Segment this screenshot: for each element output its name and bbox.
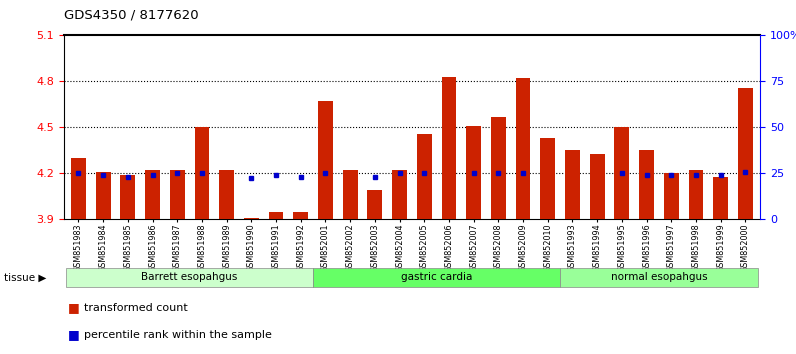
Bar <box>442 77 456 219</box>
Text: percentile rank within the sample: percentile rank within the sample <box>84 330 271 339</box>
Bar <box>313 268 560 287</box>
Bar <box>120 175 135 219</box>
Text: gastric cardia: gastric cardia <box>401 273 472 282</box>
Text: normal esopahgus: normal esopahgus <box>611 273 707 282</box>
Bar <box>170 170 185 219</box>
Bar <box>689 170 704 219</box>
Bar <box>71 158 86 219</box>
Bar <box>66 268 313 287</box>
Text: transformed count: transformed count <box>84 303 187 313</box>
Bar <box>516 78 530 219</box>
Bar <box>540 138 555 219</box>
Bar <box>343 170 357 219</box>
Bar <box>664 173 679 219</box>
Bar <box>560 268 758 287</box>
Bar <box>368 190 382 219</box>
Text: ■: ■ <box>68 302 80 314</box>
Bar <box>392 170 407 219</box>
Bar <box>244 218 259 219</box>
Bar <box>491 117 505 219</box>
Text: GDS4350 / 8177620: GDS4350 / 8177620 <box>64 9 198 22</box>
Bar <box>96 172 111 219</box>
Text: tissue ▶: tissue ▶ <box>4 273 46 283</box>
Bar <box>639 150 654 219</box>
Bar <box>738 87 753 219</box>
Bar <box>615 127 630 219</box>
Bar <box>294 212 308 219</box>
Bar <box>269 212 283 219</box>
Bar <box>590 154 605 219</box>
Bar <box>145 170 160 219</box>
Bar <box>318 101 333 219</box>
Bar <box>194 127 209 219</box>
Bar <box>417 133 431 219</box>
Bar <box>565 150 579 219</box>
Bar <box>219 170 234 219</box>
Text: ■: ■ <box>68 328 80 341</box>
Text: Barrett esopahgus: Barrett esopahgus <box>142 273 238 282</box>
Bar <box>713 177 728 219</box>
Bar <box>466 126 481 219</box>
